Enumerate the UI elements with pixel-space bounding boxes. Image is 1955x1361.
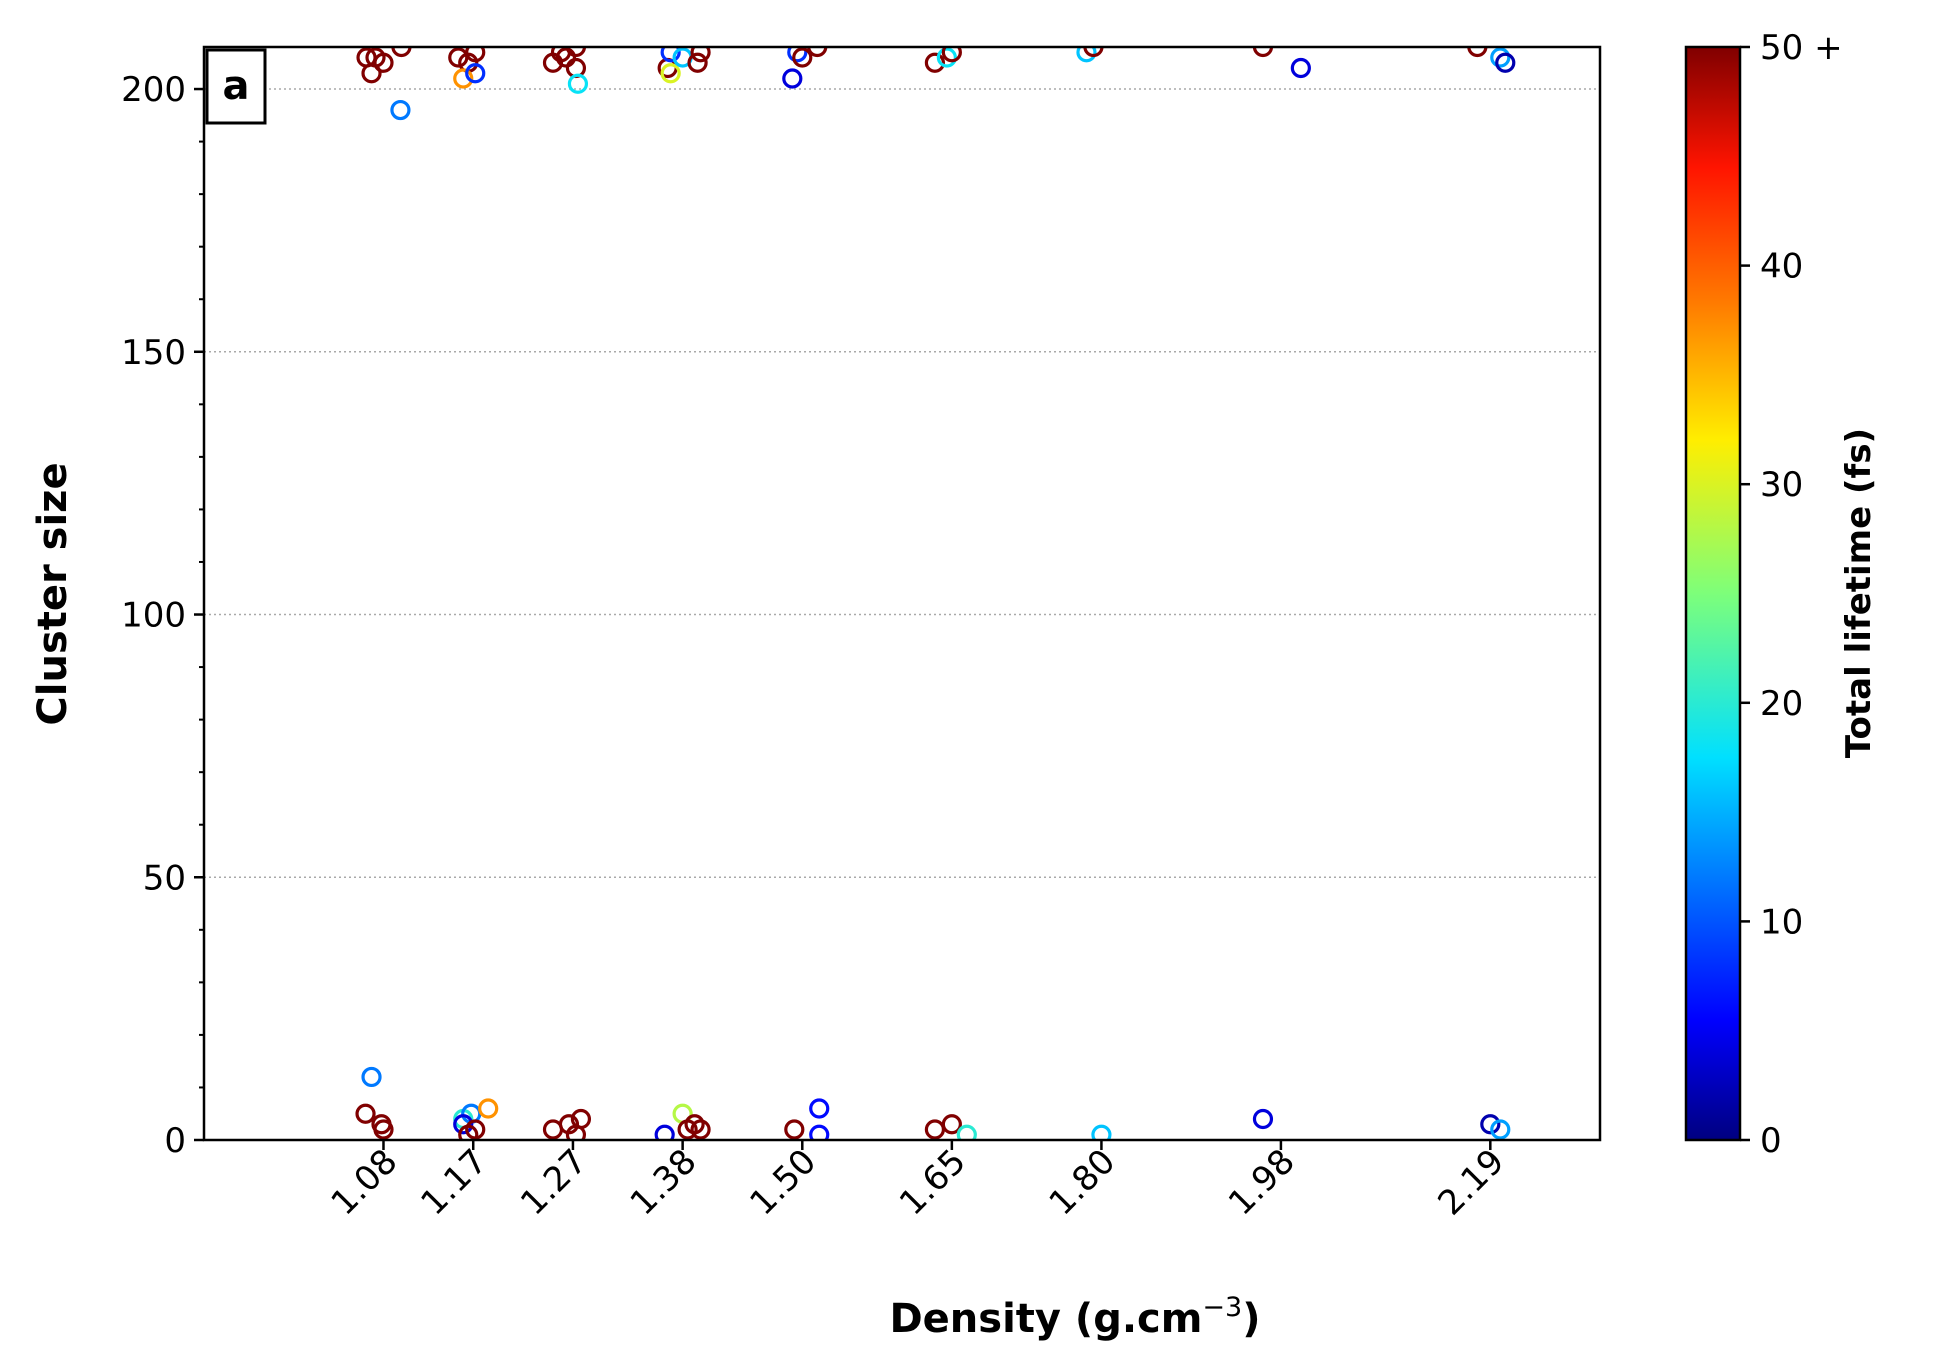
y-gridlines bbox=[204, 88, 1600, 879]
data-point bbox=[1290, 57, 1311, 79]
data-point bbox=[941, 47, 962, 63]
data-point bbox=[792, 47, 813, 68]
data-point bbox=[690, 47, 711, 63]
colorbar-tick-label: 30 bbox=[1760, 465, 1803, 505]
x-tick-label: 1.50 bbox=[742, 1141, 824, 1223]
data-point bbox=[355, 1103, 376, 1124]
data-point bbox=[1091, 1124, 1112, 1140]
x-tick-label: 1.38 bbox=[623, 1141, 705, 1223]
panel-label: a bbox=[223, 63, 250, 109]
data-point bbox=[784, 1119, 805, 1140]
colorbar-ticks: 0 10 20 30 40 50 + bbox=[1740, 28, 1843, 1161]
data-point bbox=[453, 1114, 474, 1135]
x-axis-title-close: ) bbox=[1242, 1296, 1260, 1342]
x-tick-label: 1.98 bbox=[1221, 1141, 1303, 1223]
colorbar-tick-label: 20 bbox=[1760, 684, 1803, 724]
data-point bbox=[390, 99, 411, 121]
data-point bbox=[660, 63, 681, 84]
data-point bbox=[458, 1124, 479, 1140]
data-point bbox=[809, 1124, 830, 1140]
data-point bbox=[1490, 1119, 1511, 1140]
data-point bbox=[684, 1114, 705, 1135]
data-points bbox=[355, 47, 1516, 1140]
colorbar-title: Total lifetime (fs) bbox=[1839, 428, 1879, 758]
data-point bbox=[555, 47, 577, 68]
data-point bbox=[809, 1098, 830, 1119]
axis-ticks: 0 50 100 150 200 1.08 1.17 1.27 1.38 1.50 1.65 1.80… bbox=[121, 70, 1512, 1223]
y-tick-label: 0 bbox=[164, 1121, 186, 1161]
x-tick-label: 1.65 bbox=[892, 1141, 974, 1223]
data-point bbox=[924, 1119, 946, 1140]
y-tick-label: 100 bbox=[121, 596, 186, 636]
data-point bbox=[807, 47, 828, 58]
data-point bbox=[565, 47, 587, 58]
data-point bbox=[391, 47, 412, 58]
x-tick-label: 1.80 bbox=[1042, 1141, 1124, 1223]
data-point bbox=[361, 63, 382, 84]
data-point bbox=[687, 52, 708, 73]
data-point bbox=[941, 1114, 962, 1135]
data-point bbox=[787, 47, 808, 63]
plot-frame bbox=[202, 45, 1602, 1142]
colorbar-tick-label: 10 bbox=[1760, 902, 1803, 942]
data-point bbox=[373, 1119, 394, 1140]
data-point bbox=[924, 52, 946, 73]
colorbar-tick-label: 50 + bbox=[1760, 28, 1843, 68]
colorbar-tick-label: 40 bbox=[1760, 247, 1803, 287]
panel-label-box: a bbox=[205, 48, 267, 125]
data-point bbox=[956, 1124, 977, 1140]
data-point bbox=[1467, 47, 1488, 58]
x-tick-label: 1.08 bbox=[324, 1141, 406, 1223]
colorbar bbox=[1684, 45, 1742, 1142]
data-point bbox=[654, 1124, 675, 1140]
data-point bbox=[1083, 47, 1104, 58]
y-tick-label: 200 bbox=[121, 70, 186, 110]
x-axis-title: Density (g.cm−3) bbox=[889, 1292, 1260, 1342]
data-point bbox=[782, 68, 803, 89]
data-point bbox=[361, 1066, 382, 1088]
colorbar-tick-label: 0 bbox=[1760, 1121, 1782, 1161]
data-point bbox=[1495, 52, 1516, 73]
x-axis-title-main: Density (g.cm bbox=[889, 1296, 1202, 1342]
y-tick-label: 50 bbox=[143, 858, 186, 898]
data-point bbox=[373, 52, 394, 73]
data-point bbox=[660, 47, 681, 63]
data-point bbox=[453, 68, 474, 89]
data-point bbox=[478, 1098, 499, 1119]
x-tick-label: 1.17 bbox=[413, 1141, 495, 1223]
y-tick-label: 150 bbox=[121, 333, 186, 373]
x-tick-label: 1.27 bbox=[513, 1141, 595, 1223]
y-axis-title: Cluster size bbox=[30, 462, 76, 725]
data-point bbox=[1490, 47, 1511, 68]
data-point bbox=[465, 63, 486, 84]
data-point bbox=[465, 47, 486, 63]
data-point bbox=[567, 73, 589, 94]
data-point bbox=[1480, 1114, 1501, 1135]
x-axis-title-exponent: −3 bbox=[1202, 1292, 1242, 1323]
x-tick-label: 2.19 bbox=[1430, 1141, 1512, 1223]
data-point bbox=[565, 1124, 587, 1140]
data-point bbox=[1252, 47, 1274, 58]
data-point bbox=[690, 1119, 711, 1140]
data-point bbox=[1076, 47, 1097, 63]
data-point bbox=[1252, 1108, 1274, 1130]
data-point bbox=[936, 47, 957, 68]
